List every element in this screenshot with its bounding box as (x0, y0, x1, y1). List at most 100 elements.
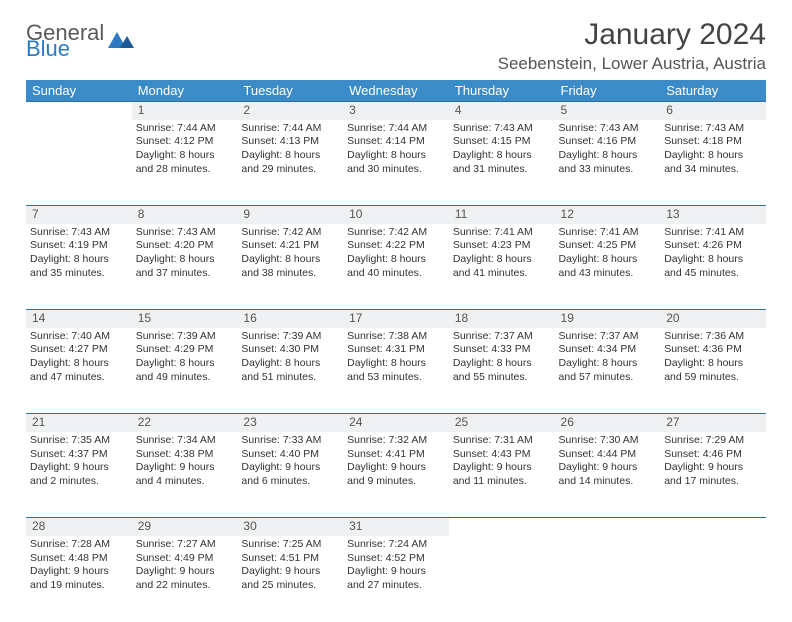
sunset-text: Sunset: 4:49 PM (136, 552, 234, 566)
weekday-header: Tuesday (237, 80, 343, 102)
weekday-header: Thursday (449, 80, 555, 102)
day-cell: Sunrise: 7:40 AMSunset: 4:27 PMDaylight:… (26, 328, 132, 414)
day-number: 23 (237, 414, 343, 432)
sunset-text: Sunset: 4:46 PM (664, 448, 762, 462)
sunset-text: Sunset: 4:48 PM (30, 552, 128, 566)
day-number: 13 (660, 206, 766, 224)
day-cell: Sunrise: 7:41 AMSunset: 4:26 PMDaylight:… (660, 224, 766, 310)
day-number: 15 (132, 310, 238, 328)
sunset-text: Sunset: 4:44 PM (559, 448, 657, 462)
sunset-text: Sunset: 4:43 PM (453, 448, 551, 462)
location-text: Seebenstein, Lower Austria, Austria (498, 54, 766, 74)
daylight-text: and 55 minutes. (453, 371, 551, 385)
day-cell: Sunrise: 7:32 AMSunset: 4:41 PMDaylight:… (343, 432, 449, 518)
day-cell: Sunrise: 7:39 AMSunset: 4:29 PMDaylight:… (132, 328, 238, 414)
daylight-text: Daylight: 8 hours (453, 357, 551, 371)
sunrise-text: Sunrise: 7:41 AM (664, 226, 762, 240)
sunrise-text: Sunrise: 7:44 AM (347, 122, 445, 136)
sunset-text: Sunset: 4:40 PM (241, 448, 339, 462)
sunrise-text: Sunrise: 7:35 AM (30, 434, 128, 448)
sunrise-text: Sunrise: 7:32 AM (347, 434, 445, 448)
month-title: January 2024 (498, 18, 766, 52)
day-number: 2 (237, 102, 343, 120)
daylight-text: and 30 minutes. (347, 163, 445, 177)
day-number: 11 (449, 206, 555, 224)
day-number: 22 (132, 414, 238, 432)
day-number-row: 28293031 (26, 518, 766, 536)
daylight-text: Daylight: 8 hours (347, 149, 445, 163)
calendar-week-row: Sunrise: 7:35 AMSunset: 4:37 PMDaylight:… (26, 432, 766, 518)
day-number: 19 (555, 310, 661, 328)
daylight-text: and 57 minutes. (559, 371, 657, 385)
daylight-text: and 4 minutes. (136, 475, 234, 489)
sunrise-text: Sunrise: 7:43 AM (30, 226, 128, 240)
day-cell: Sunrise: 7:41 AMSunset: 4:23 PMDaylight:… (449, 224, 555, 310)
day-number: 5 (555, 102, 661, 120)
daylight-text: Daylight: 8 hours (30, 253, 128, 267)
daylight-text: and 22 minutes. (136, 579, 234, 593)
daylight-text: Daylight: 8 hours (453, 149, 551, 163)
daylight-text: and 59 minutes. (664, 371, 762, 385)
calendar-week-row: Sunrise: 7:44 AMSunset: 4:12 PMDaylight:… (26, 120, 766, 206)
sunrise-text: Sunrise: 7:42 AM (347, 226, 445, 240)
day-number: 18 (449, 310, 555, 328)
daylight-text: Daylight: 9 hours (559, 461, 657, 475)
sunrise-text: Sunrise: 7:36 AM (664, 330, 762, 344)
day-number: 28 (26, 518, 132, 536)
day-number (449, 518, 555, 536)
daylight-text: and 40 minutes. (347, 267, 445, 281)
day-cell: Sunrise: 7:25 AMSunset: 4:51 PMDaylight:… (237, 536, 343, 622)
day-cell: Sunrise: 7:36 AMSunset: 4:36 PMDaylight:… (660, 328, 766, 414)
day-cell: Sunrise: 7:43 AMSunset: 4:20 PMDaylight:… (132, 224, 238, 310)
sunrise-text: Sunrise: 7:40 AM (30, 330, 128, 344)
day-number: 7 (26, 206, 132, 224)
sunset-text: Sunset: 4:29 PM (136, 343, 234, 357)
sunset-text: Sunset: 4:26 PM (664, 239, 762, 253)
daylight-text: and 9 minutes. (347, 475, 445, 489)
calendar-week-row: Sunrise: 7:28 AMSunset: 4:48 PMDaylight:… (26, 536, 766, 622)
day-number-row: 78910111213 (26, 206, 766, 224)
daylight-text: Daylight: 8 hours (664, 357, 762, 371)
daylight-text: and 2 minutes. (30, 475, 128, 489)
day-number: 31 (343, 518, 449, 536)
day-number: 6 (660, 102, 766, 120)
sunrise-text: Sunrise: 7:43 AM (136, 226, 234, 240)
day-number: 3 (343, 102, 449, 120)
daylight-text: and 25 minutes. (241, 579, 339, 593)
daylight-text: Daylight: 8 hours (347, 253, 445, 267)
day-cell (660, 536, 766, 622)
sunrise-text: Sunrise: 7:39 AM (136, 330, 234, 344)
triangle-icon (108, 26, 134, 48)
daylight-text: Daylight: 8 hours (347, 357, 445, 371)
daylight-text: Daylight: 8 hours (559, 149, 657, 163)
sunset-text: Sunset: 4:25 PM (559, 239, 657, 253)
day-cell: Sunrise: 7:43 AMSunset: 4:16 PMDaylight:… (555, 120, 661, 206)
day-cell: Sunrise: 7:30 AMSunset: 4:44 PMDaylight:… (555, 432, 661, 518)
day-cell: Sunrise: 7:42 AMSunset: 4:21 PMDaylight:… (237, 224, 343, 310)
sunrise-text: Sunrise: 7:31 AM (453, 434, 551, 448)
day-cell (26, 120, 132, 206)
sunset-text: Sunset: 4:16 PM (559, 135, 657, 149)
daylight-text: and 11 minutes. (453, 475, 551, 489)
daylight-text: and 33 minutes. (559, 163, 657, 177)
day-number: 21 (26, 414, 132, 432)
sunrise-text: Sunrise: 7:30 AM (559, 434, 657, 448)
day-cell: Sunrise: 7:37 AMSunset: 4:33 PMDaylight:… (449, 328, 555, 414)
daylight-text: Daylight: 9 hours (136, 565, 234, 579)
daylight-text: and 19 minutes. (30, 579, 128, 593)
daylight-text: and 49 minutes. (136, 371, 234, 385)
sunset-text: Sunset: 4:38 PM (136, 448, 234, 462)
day-cell: Sunrise: 7:31 AMSunset: 4:43 PMDaylight:… (449, 432, 555, 518)
sunset-text: Sunset: 4:27 PM (30, 343, 128, 357)
weekday-header: Friday (555, 80, 661, 102)
daylight-text: Daylight: 8 hours (241, 253, 339, 267)
day-number: 14 (26, 310, 132, 328)
day-cell: Sunrise: 7:24 AMSunset: 4:52 PMDaylight:… (343, 536, 449, 622)
day-cell: Sunrise: 7:44 AMSunset: 4:14 PMDaylight:… (343, 120, 449, 206)
day-number: 24 (343, 414, 449, 432)
daylight-text: and 41 minutes. (453, 267, 551, 281)
sunset-text: Sunset: 4:41 PM (347, 448, 445, 462)
daylight-text: Daylight: 8 hours (241, 357, 339, 371)
daylight-text: and 53 minutes. (347, 371, 445, 385)
day-cell (449, 536, 555, 622)
